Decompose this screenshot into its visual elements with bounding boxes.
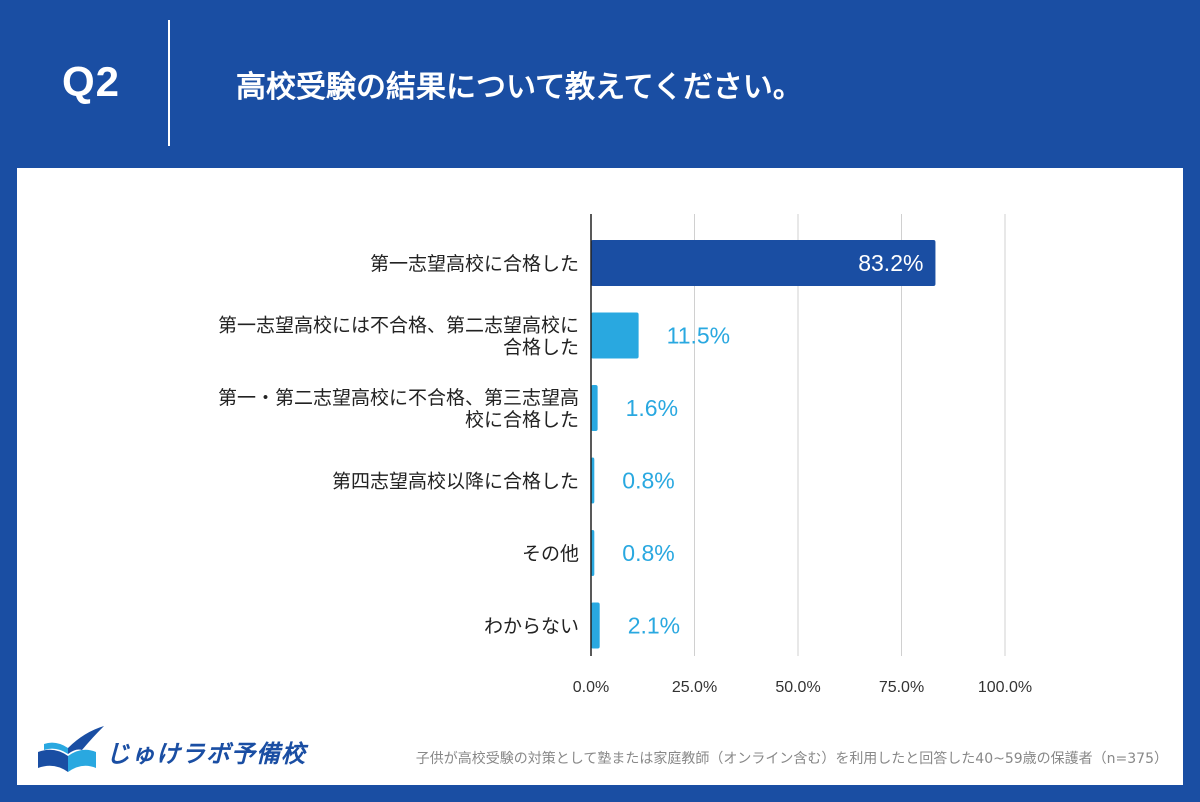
category-label: 第一志望高校には不合格、第二志望高校に <box>218 315 579 337</box>
question-title: 高校受験の結果について教えてください。 <box>236 70 803 105</box>
data-label: 2.1% <box>628 613 680 639</box>
data-label: 83.2% <box>858 250 923 276</box>
category-label: わからない <box>484 616 579 638</box>
header-divider <box>168 20 170 146</box>
header: Q2 高校受験の結果について教えてください。 <box>0 0 1200 168</box>
footnote: 子供が高校受験の対策として塾または家庭教師（オンライン含む）を利用したと回答した… <box>415 751 1168 767</box>
data-label: 0.8% <box>622 540 674 566</box>
question-number: Q2 <box>62 58 121 105</box>
data-label: 1.6% <box>626 395 678 421</box>
category-label: その他 <box>522 543 579 565</box>
category-label: 第一・第二志望高校に不合格、第三志望高 <box>218 387 579 409</box>
category-label: 合格した <box>503 337 579 359</box>
x-tick-label: 75.0% <box>879 679 924 696</box>
x-tick-label: 25.0% <box>672 679 717 696</box>
bar <box>591 385 598 431</box>
bar <box>591 457 595 504</box>
bar <box>591 312 639 359</box>
logo-book-icon <box>38 726 104 772</box>
bar-chart: 0.0% 25.0% 50.0% 75.0% 100.0% 第一志望高校に合格した 83.2… <box>218 214 1032 696</box>
bar <box>591 240 936 286</box>
x-tick-label: 0.0% <box>573 679 609 696</box>
data-label: 11.5% <box>667 323 731 349</box>
x-tick-label: 50.0% <box>775 679 820 696</box>
x-tick-label: 100.0% <box>978 679 1032 696</box>
category-label: 校に合格した <box>465 409 579 431</box>
logo-text: じゅけラボ予備校 <box>106 740 306 768</box>
bar <box>591 602 600 649</box>
bar <box>591 530 595 576</box>
category-label: 第四志望高校以降に合格した <box>332 471 579 493</box>
data-label: 0.8% <box>622 468 674 494</box>
chart-panel: 0.0% 25.0% 50.0% 75.0% 100.0% 第一志望高校に合格した 83.2… <box>17 168 1183 785</box>
category-label: 第一志望高校に合格した <box>370 253 579 275</box>
